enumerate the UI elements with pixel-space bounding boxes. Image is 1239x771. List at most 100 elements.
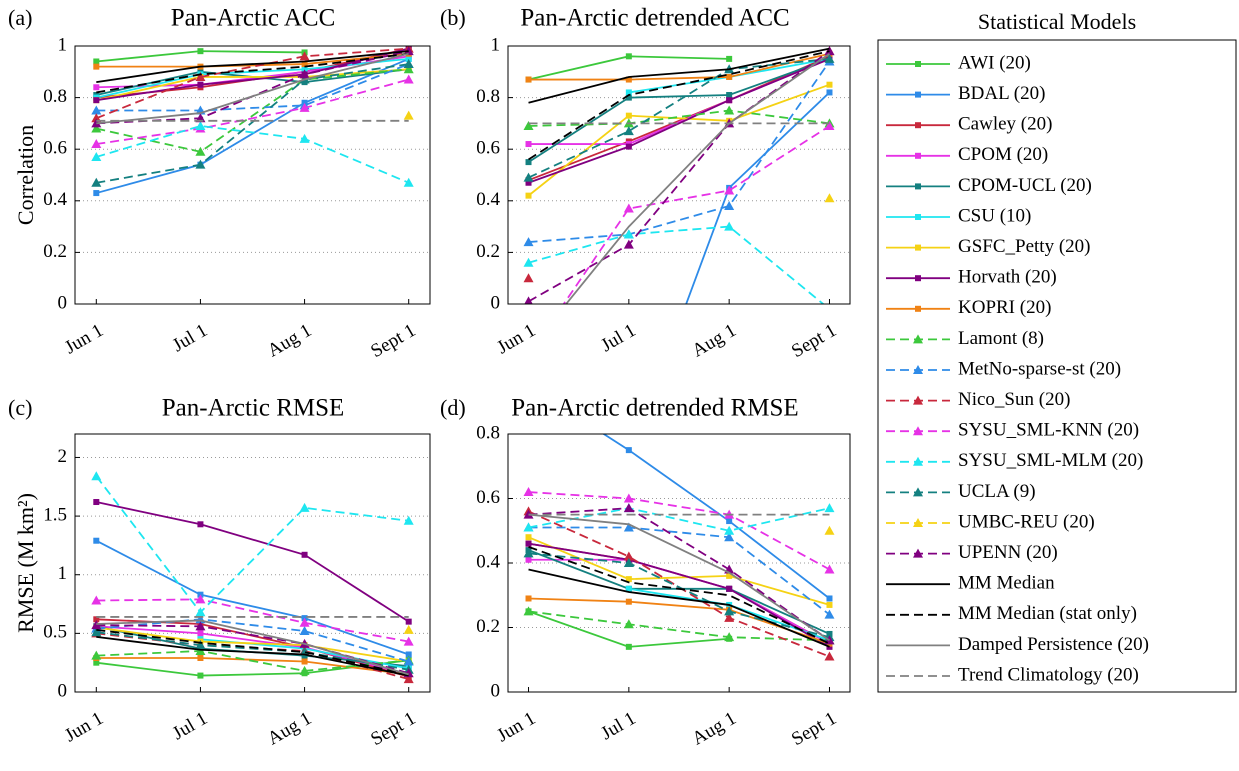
marker xyxy=(523,172,534,182)
marker xyxy=(726,92,733,99)
y-tick-label: 0.4 xyxy=(476,551,500,572)
axes-box xyxy=(74,45,431,305)
series-line xyxy=(564,53,830,304)
marker xyxy=(726,572,733,579)
series-line xyxy=(528,526,831,616)
y-tick-label: 0 xyxy=(491,680,501,701)
panel-label: (d) xyxy=(440,395,466,420)
series-line xyxy=(528,610,730,648)
marker xyxy=(403,624,414,634)
y-tick-label: 1 xyxy=(491,34,501,55)
marker xyxy=(626,456,632,462)
y-tick-label: 0.8 xyxy=(43,86,67,107)
marker xyxy=(525,76,532,83)
marker xyxy=(403,515,414,525)
y-tick-label: 0.2 xyxy=(476,241,500,262)
marker xyxy=(915,275,921,282)
marker xyxy=(403,46,414,56)
plot-area xyxy=(523,434,835,661)
series-line xyxy=(528,568,830,648)
marker xyxy=(724,200,735,210)
series-line xyxy=(528,55,830,181)
marker xyxy=(625,447,632,454)
panel-title: Pan-Arctic detrended ACC xyxy=(520,5,789,32)
marker xyxy=(525,540,532,547)
series-line xyxy=(96,125,410,184)
marker xyxy=(625,89,632,96)
marker xyxy=(824,120,835,130)
marker xyxy=(524,351,534,360)
series-line xyxy=(96,68,409,102)
marker xyxy=(824,525,835,535)
x-tick-label: Aug 1 xyxy=(689,708,740,750)
series-line xyxy=(96,78,409,145)
legend-label: MetNo-sparse-st (20) xyxy=(958,358,1121,379)
series-line xyxy=(95,47,409,120)
series-line xyxy=(528,513,830,642)
marker xyxy=(726,55,733,62)
marker xyxy=(625,585,632,592)
series-line xyxy=(562,125,830,304)
marker xyxy=(301,551,308,558)
marker xyxy=(724,632,735,642)
marker xyxy=(525,141,532,148)
marker xyxy=(525,556,532,563)
series-line xyxy=(96,598,409,643)
marker xyxy=(91,139,102,149)
marker xyxy=(525,595,532,602)
marker xyxy=(301,658,308,665)
marker xyxy=(724,105,735,115)
legend-label: KOPRI (20) xyxy=(958,297,1051,318)
series-line xyxy=(96,631,409,671)
legend-label: Cawley (20) xyxy=(958,114,1052,135)
marker xyxy=(195,71,206,81)
marker xyxy=(915,244,921,251)
series-line xyxy=(528,47,830,104)
series-line xyxy=(528,60,831,243)
marker xyxy=(91,151,102,161)
marker xyxy=(724,532,735,542)
series-line xyxy=(95,475,409,614)
marker xyxy=(93,84,100,91)
marker xyxy=(724,221,735,231)
marker xyxy=(625,94,632,101)
marker xyxy=(625,576,632,583)
legend-label: UPENN (20) xyxy=(958,542,1058,563)
marker xyxy=(824,53,835,63)
panel-label: (c) xyxy=(8,395,32,420)
y-tick-label: 0.5 xyxy=(43,622,67,643)
marker xyxy=(405,651,412,658)
series-line xyxy=(96,624,409,675)
marker xyxy=(824,193,835,203)
plot-area xyxy=(523,46,835,462)
series-line xyxy=(96,47,409,102)
marker xyxy=(724,525,735,535)
series-line xyxy=(602,434,831,600)
marker xyxy=(913,334,923,344)
marker xyxy=(195,594,206,604)
y-tick-label: 0 xyxy=(491,292,501,313)
marker xyxy=(93,58,100,65)
marker xyxy=(93,659,100,666)
legend-label: MM Median xyxy=(958,573,1055,594)
marker xyxy=(405,618,412,625)
marker xyxy=(625,598,632,605)
legend-label: SYSU_SML-MLM (20) xyxy=(958,450,1143,471)
y-tick-label: 1.5 xyxy=(43,504,67,525)
marker xyxy=(824,564,835,574)
axes-box xyxy=(507,45,851,305)
series-line xyxy=(528,58,830,163)
marker xyxy=(197,672,204,679)
marker xyxy=(195,146,206,156)
marker xyxy=(824,609,835,619)
x-tick-label: Jun 1 xyxy=(61,708,107,747)
marker xyxy=(403,59,414,69)
marker xyxy=(195,621,206,631)
marker xyxy=(826,81,833,88)
marker xyxy=(299,51,310,61)
marker xyxy=(623,203,634,213)
marker xyxy=(726,585,733,592)
series-line xyxy=(95,539,409,656)
marker xyxy=(93,499,100,506)
